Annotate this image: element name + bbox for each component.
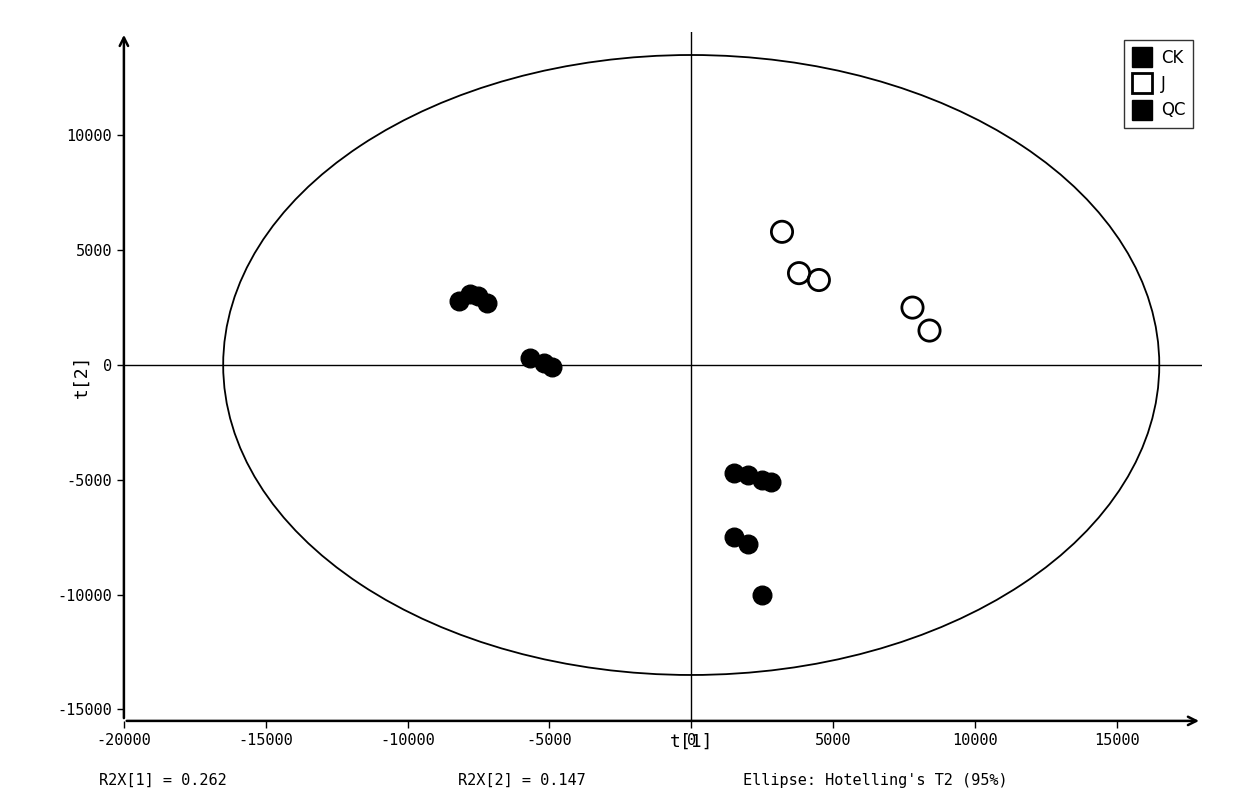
Point	[789, 267, 809, 280]
Point	[761, 476, 781, 489]
Point	[919, 324, 939, 337]
Legend: CK, J, QC: CK, J, QC	[1124, 40, 1193, 127]
Point	[477, 296, 497, 309]
Point	[449, 294, 468, 307]
Point	[738, 469, 758, 481]
Point	[460, 288, 479, 300]
Point	[752, 473, 772, 486]
Point	[724, 466, 743, 479]
Text: t[2]: t[2]	[72, 355, 90, 398]
Text: R2X[1] = 0.262: R2X[1] = 0.262	[99, 773, 227, 788]
Point	[534, 356, 554, 369]
Point	[902, 301, 922, 314]
Point	[468, 290, 488, 303]
Point	[724, 531, 743, 544]
Text: R2X[2] = 0.147: R2X[2] = 0.147	[458, 773, 586, 788]
Point	[543, 361, 563, 374]
Point	[809, 274, 829, 287]
Text: t[1]: t[1]	[669, 732, 712, 751]
Point	[772, 225, 792, 238]
Point	[738, 537, 758, 550]
Point	[519, 352, 539, 364]
Point	[752, 588, 772, 601]
Text: Ellipse: Hotelling's T2 (95%): Ellipse: Hotelling's T2 (95%)	[743, 773, 1009, 788]
